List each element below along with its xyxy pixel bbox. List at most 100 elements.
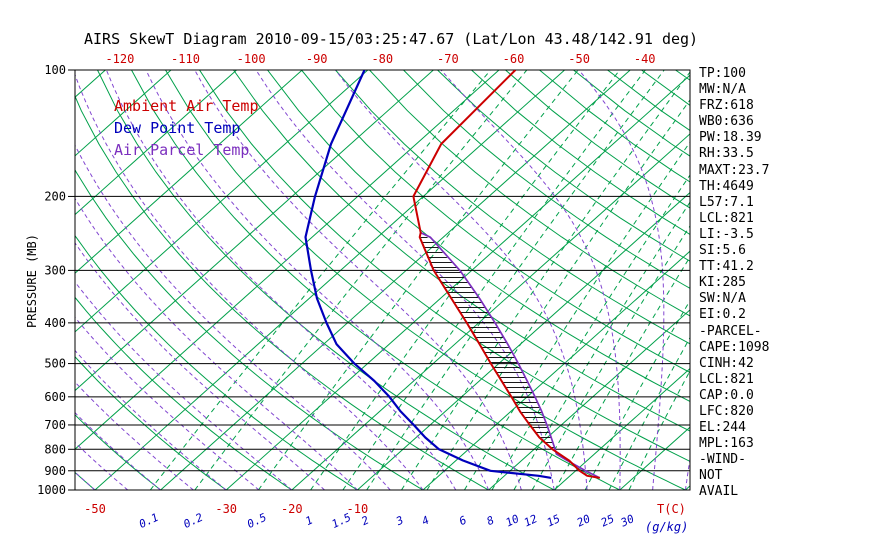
pressure-label: 500	[44, 357, 66, 371]
moist-adiabat-line	[335, 70, 588, 490]
stat-line: SW:N/A	[699, 291, 746, 307]
pressure-label: 400	[44, 316, 66, 330]
mixing-ratio-line	[342, 70, 646, 490]
stat-line: CINH:42	[699, 355, 754, 371]
mixing-ratio-line	[463, 141, 690, 490]
isotherm-line	[553, 367, 690, 490]
dry-adiabat-line	[369, 70, 690, 317]
mixing-ratio-label: 8	[485, 513, 497, 528]
mixing-axis-title: (g/kg)	[645, 520, 688, 534]
top-temp-label: -60	[503, 52, 525, 66]
moist-adiabat-line	[194, 70, 522, 490]
pressure-label: 800	[44, 442, 66, 456]
mixing-ratio-label: 0.1	[137, 511, 161, 531]
legend-item-1: Dew Point Temp	[114, 119, 241, 137]
mixing-ratio-label: 30	[618, 512, 637, 530]
temp-axis-title: T(C)	[657, 502, 686, 516]
mixing-ratio-line	[149, 70, 491, 490]
dry-adiabat-line	[403, 70, 690, 289]
stat-line: WB0:636	[699, 114, 754, 130]
dry-adiabat-line	[131, 70, 621, 490]
dry-adiabat-line	[437, 70, 690, 262]
legend: Ambient Air Temp Dew Point Temp Air Parcel…	[114, 95, 259, 161]
stat-line: EI:0.2	[699, 307, 746, 323]
pressure-label: 700	[44, 418, 66, 432]
stat-line: AVAIL	[699, 484, 739, 500]
bottom-temp-label: -30	[215, 502, 237, 516]
dry-adiabat-line	[335, 70, 690, 345]
stat-line: LFC:820	[699, 403, 754, 419]
mixing-ratio-label: 25	[599, 512, 617, 529]
stat-line: FRZ:618	[699, 98, 754, 114]
isotherm-line	[94, 70, 565, 490]
dry-adiabat-line	[75, 234, 358, 490]
mixing-ratio-label: 20	[575, 512, 593, 530]
bottom-temp-label: -50	[84, 502, 106, 516]
pressure-label: 900	[44, 464, 66, 478]
dry-adiabat-line	[75, 296, 293, 490]
top-temp-label: -90	[306, 52, 328, 66]
top-temp-label: -50	[568, 52, 590, 66]
top-temp-label: -40	[634, 52, 656, 66]
mixing-ratio-label: 4	[420, 514, 431, 529]
pressure-label: 200	[44, 189, 66, 203]
pressure-label: 1000	[37, 483, 66, 497]
isotherm-line	[357, 191, 690, 490]
stats-panel: TP:100 MW:N/A FRZ:618 WB0:636 PW:18.39 RH:33.…	[699, 66, 769, 501]
isotherm-line	[75, 70, 303, 274]
stat-line: MAXT:23.7	[699, 162, 770, 178]
stat-line: CAPE:1098	[699, 339, 770, 355]
bottom-temp-label: -10	[347, 502, 369, 516]
dry-adiabat-line	[75, 95, 489, 490]
mixing-ratio-line	[366, 70, 665, 490]
dry-adiabat-line	[199, 70, 690, 462]
top-temp-label: -70	[437, 52, 459, 66]
stat-line: TT:41.2	[699, 259, 754, 275]
pressure-label: 300	[44, 263, 66, 277]
mixing-ratio-label: 1	[303, 514, 314, 529]
sounding-curves	[304, 70, 601, 479]
dry-adiabat-line	[233, 70, 690, 432]
isotherm-line	[75, 70, 369, 333]
pressure-grid-lines	[74, 69, 691, 491]
isotherm-line	[291, 133, 690, 490]
isotherm-line	[75, 70, 172, 157]
mixing-ratio-line	[513, 201, 690, 490]
stat-line: -PARCEL-	[699, 323, 762, 339]
stat-line: NOT	[699, 468, 723, 484]
ambient-temp-curve	[412, 70, 600, 479]
stat-line: MW:N/A	[699, 82, 746, 98]
stat-line: SI:5.6	[699, 243, 746, 259]
mixing-ratio-line	[491, 174, 690, 490]
stat-line: PW:18.39	[699, 130, 762, 146]
legend-item-0: Ambient Air Temp	[114, 97, 259, 115]
cape-hatch	[420, 232, 559, 454]
isotherm-line	[75, 70, 500, 450]
plot-border	[74, 69, 691, 491]
dry-adiabat-lines	[75, 70, 690, 490]
mixing-ratio-line	[401, 71, 690, 490]
mixing-ratio-label: 6	[457, 513, 469, 528]
stat-line: CAP:0.0	[699, 387, 754, 403]
mixing-ratio-line	[310, 70, 621, 490]
mixing-ratio-label: 12	[522, 512, 540, 530]
top-temp-label: -110	[171, 52, 200, 66]
top-temp-label: -100	[237, 52, 266, 66]
dry-adiabat-line	[75, 414, 161, 490]
mixing-ratio-label: 2	[359, 513, 371, 528]
stat-line: LI:-3.5	[699, 226, 754, 242]
stat-line: MPL:163	[699, 436, 754, 452]
stat-line: EL:244	[699, 420, 746, 436]
moist-adiabat-line	[75, 441, 129, 490]
stat-line: L57:7.1	[699, 194, 754, 210]
moist-adiabat-line	[75, 281, 293, 490]
axes-labels: 0.1 0.2 0.5 1 1.5 2 3 4 6 8 10 12 15 20 25 301002003004…	[25, 52, 688, 534]
chart-title: AIRS SkewT Diagram 2010-09-15/03:25:47.6…	[84, 30, 699, 48]
moist-adiabat-line	[578, 70, 665, 490]
stat-line: KI:285	[699, 275, 746, 291]
stat-line: LCL:821	[699, 210, 754, 226]
mixing-ratio-label: 0.2	[182, 511, 206, 531]
dry-adiabat-line	[75, 355, 227, 490]
moist-adiabat-line	[75, 197, 358, 490]
mixing-ratio-line	[194, 70, 528, 490]
